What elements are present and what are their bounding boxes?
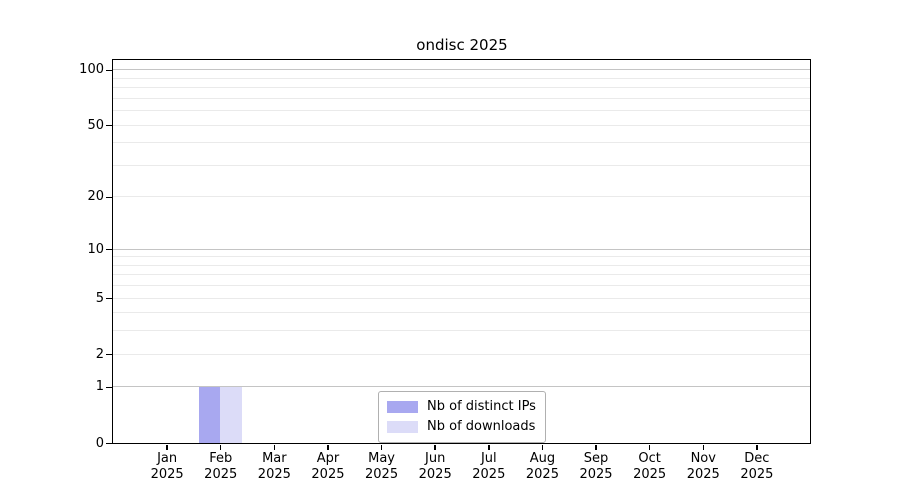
x-tick-month: May	[368, 451, 395, 466]
plot-area	[112, 59, 811, 444]
bar-distinct-ips	[198, 386, 221, 443]
gridline-minor	[113, 142, 810, 144]
x-tick-month: Jun	[425, 451, 446, 466]
x-tick-month: Jul	[480, 451, 497, 466]
x-tick-year: 2025	[525, 467, 559, 482]
gridline-minor	[113, 124, 810, 126]
x-tick-month: Mar	[262, 451, 287, 466]
x-tick	[219, 445, 222, 450]
x-tick-year: 2025	[633, 467, 667, 482]
gridline-minor	[113, 77, 810, 79]
gridline-minor	[113, 196, 810, 198]
gridline-minor	[113, 297, 810, 299]
legend: Nb of distinct IPs Nb of downloads	[378, 391, 546, 443]
gridline-minor	[113, 97, 810, 99]
x-tick-year: 2025	[150, 467, 184, 482]
x-tick-label: Oct 2025	[618, 451, 682, 483]
gridline-minor	[113, 285, 810, 287]
y-tick	[106, 386, 112, 389]
x-tick-label: Mar 2025	[242, 451, 306, 483]
x-tick-label: Sep 2025	[564, 451, 628, 483]
bar-downloads	[220, 386, 242, 443]
gridline-minor	[113, 330, 810, 332]
gridline-minor	[113, 264, 810, 266]
y-tick-label: 10	[87, 241, 104, 257]
x-tick-month: Sep	[583, 451, 609, 466]
x-tick-label: Aug 2025	[510, 451, 574, 483]
x-tick-label: Jul 2025	[457, 451, 521, 483]
gridline-major	[113, 69, 810, 71]
x-tick	[756, 445, 758, 450]
x-tick-label: Jun 2025	[403, 451, 467, 483]
x-tick-year: 2025	[686, 467, 720, 482]
x-tick-year: 2025	[204, 467, 238, 482]
x-tick	[273, 445, 276, 450]
x-tick-month: Feb	[209, 451, 233, 466]
y-tick	[106, 248, 112, 251]
y-tick-label: 1	[95, 379, 104, 395]
x-tick-year: 2025	[257, 467, 291, 482]
y-tick-label: 20	[87, 189, 104, 205]
x-tick-label: May 2025	[350, 451, 414, 483]
x-tick	[166, 445, 168, 450]
y-tick	[106, 353, 112, 356]
gridline-major	[113, 386, 810, 388]
y-tick	[106, 442, 112, 445]
x-tick-month: Aug	[529, 451, 556, 466]
y-tick-label: 50	[87, 117, 104, 133]
x-tick-year: 2025	[472, 467, 506, 482]
x-tick	[648, 445, 651, 450]
gridline-minor	[113, 87, 810, 89]
gridline-minor	[113, 353, 810, 355]
x-tick	[327, 445, 329, 450]
x-tick-month: Apr	[316, 451, 340, 466]
x-tick	[380, 445, 383, 450]
gridline-minor	[113, 164, 810, 166]
x-tick-month: Nov	[690, 451, 716, 466]
legend-swatch-distinct-ips	[387, 401, 418, 413]
x-tick	[488, 445, 490, 450]
x-tick	[541, 445, 544, 450]
legend-swatch-downloads	[387, 421, 418, 433]
x-tick-year: 2025	[579, 467, 613, 482]
x-tick-year: 2025	[365, 467, 399, 482]
legend-label: Nb of downloads	[427, 419, 536, 434]
y-tick	[106, 69, 112, 72]
x-tick-label: Nov 2025	[671, 451, 735, 483]
gridline-minor	[113, 256, 810, 258]
x-tick-label: Feb 2025	[189, 451, 253, 483]
gridline-minor	[113, 110, 810, 112]
x-tick	[434, 445, 436, 450]
chart-title: ondisc 2025	[416, 36, 508, 54]
x-tick-label: Apr 2025	[296, 451, 360, 483]
legend-entry: Nb of downloads	[387, 417, 536, 437]
x-tick-year: 2025	[418, 467, 452, 482]
x-tick-label: Jan 2025	[135, 451, 199, 483]
y-tick-label: 5	[95, 290, 104, 306]
x-tick-month: Dec	[744, 451, 770, 466]
x-tick-label: Dec 2025	[725, 451, 789, 483]
x-tick-month: Oct	[638, 451, 661, 466]
y-tick	[106, 196, 112, 199]
gridline-major	[113, 248, 810, 250]
legend-entry: Nb of distinct IPs	[387, 397, 536, 417]
x-tick-year: 2025	[311, 467, 345, 482]
x-tick-year: 2025	[740, 467, 774, 482]
x-tick-month: Jan	[157, 451, 178, 466]
gridline-minor	[113, 312, 810, 314]
gridline-minor	[113, 274, 810, 276]
y-tick-label: 2	[95, 346, 104, 362]
y-tick-label: 0	[95, 435, 104, 451]
y-tick	[106, 124, 112, 127]
y-tick	[106, 297, 112, 300]
y-tick-label: 100	[79, 62, 104, 78]
x-tick	[595, 445, 597, 450]
legend-label: Nb of distinct IPs	[427, 399, 536, 414]
x-tick	[702, 445, 705, 450]
